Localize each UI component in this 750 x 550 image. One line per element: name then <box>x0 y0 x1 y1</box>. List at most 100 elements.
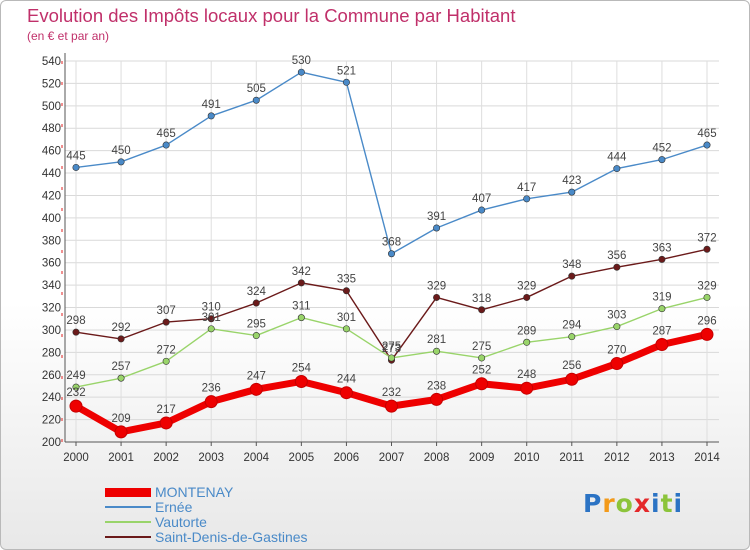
data-label: 303 <box>607 310 626 322</box>
data-point <box>72 328 80 336</box>
legend-swatch <box>105 506 151 508</box>
data-label: 249 <box>66 370 85 382</box>
legend-label: Saint-Denis-de-Gastines <box>155 529 308 545</box>
data-point <box>114 425 128 439</box>
data-point <box>658 156 666 164</box>
data-label: 391 <box>427 211 446 223</box>
data-point <box>523 338 531 346</box>
data-point <box>433 224 441 232</box>
data-label: 342 <box>292 266 311 278</box>
data-point <box>568 272 576 280</box>
y-tick-label: 520 <box>42 78 61 90</box>
data-point <box>658 255 666 263</box>
y-tick-label: 280 <box>42 347 61 359</box>
data-point <box>613 165 621 173</box>
data-label: 407 <box>472 193 491 205</box>
legend-label: Ernée <box>155 499 193 515</box>
x-tick-label: 2013 <box>649 452 675 464</box>
y-tick-label: 400 <box>42 213 61 225</box>
data-label: 244 <box>337 374 357 386</box>
x-tick-label: 2003 <box>198 452 224 464</box>
data-point <box>703 245 711 253</box>
y-tick-label: 340 <box>42 280 61 292</box>
chart-subtitle: (en € et par an) <box>27 29 110 43</box>
y-tick-label: 360 <box>42 258 61 270</box>
data-label: 238 <box>427 380 446 392</box>
data-point <box>475 377 489 391</box>
data-point <box>117 335 125 343</box>
data-point <box>478 354 486 362</box>
x-tick-label: 2010 <box>514 452 540 464</box>
data-label: 289 <box>517 325 536 337</box>
data-point <box>207 112 215 120</box>
data-label: 329 <box>517 280 536 292</box>
data-point <box>523 293 531 301</box>
x-tick-label: 2001 <box>108 452 134 464</box>
data-label: 335 <box>337 274 356 286</box>
data-point <box>117 158 125 166</box>
x-tick-label: 2012 <box>604 452 630 464</box>
legend-label: Vautorte <box>155 514 207 530</box>
data-point <box>568 188 576 196</box>
data-label: 324 <box>247 286 267 298</box>
legend-swatch <box>105 487 151 497</box>
data-point <box>613 323 621 331</box>
data-label: 307 <box>157 305 176 317</box>
data-label: 311 <box>292 301 310 313</box>
data-label: 292 <box>111 322 130 334</box>
data-label: 372 <box>697 232 716 244</box>
data-label: 281 <box>427 334 446 346</box>
data-point <box>162 141 170 149</box>
data-point <box>387 250 395 258</box>
data-label: 530 <box>292 55 311 67</box>
data-point <box>249 382 263 396</box>
data-point <box>162 357 170 365</box>
data-point <box>297 314 305 322</box>
y-tick-label: 220 <box>42 415 61 427</box>
y-tick-label: 480 <box>42 123 61 135</box>
data-label: 521 <box>337 65 356 77</box>
data-point <box>117 374 125 382</box>
data-point <box>297 68 305 76</box>
x-tick-label: 2006 <box>334 452 360 464</box>
data-label: 465 <box>157 128 176 140</box>
y-tick-label: 540 <box>42 56 61 68</box>
data-label: 301 <box>337 312 356 324</box>
y-tick-label: 240 <box>42 392 61 404</box>
data-point <box>342 78 350 86</box>
data-label: 247 <box>247 370 266 382</box>
y-tick-label: 420 <box>42 190 61 202</box>
data-point <box>72 383 80 391</box>
data-label: 272 <box>157 344 176 356</box>
series-layer <box>69 68 714 439</box>
x-tick-label: 2009 <box>469 452 495 464</box>
data-label: 275 <box>472 341 491 353</box>
data-point <box>159 416 173 430</box>
x-tick-label: 2008 <box>424 452 450 464</box>
axes: 200 220 240 260 280 300 320 340 360 380 400 420 440 4… <box>42 53 720 464</box>
data-point <box>294 374 308 388</box>
x-tick-label: 2005 <box>289 452 315 464</box>
data-label: 329 <box>427 280 446 292</box>
gridlines <box>65 60 719 443</box>
data-point <box>204 395 218 409</box>
data-point <box>252 332 260 340</box>
data-label: 256 <box>562 360 581 372</box>
data-label: 232 <box>382 387 401 399</box>
data-label: 275 <box>382 341 401 353</box>
chart-title: Evolution des Impôts locaux pour la Comm… <box>27 5 516 26</box>
y-tick-label: 500 <box>42 101 61 113</box>
data-label: 273 <box>382 343 401 355</box>
data-label: 236 <box>202 383 221 395</box>
data-point <box>433 347 441 355</box>
legend-swatch <box>105 521 151 523</box>
x-tick-label: 2004 <box>243 452 269 464</box>
data-point <box>523 195 531 203</box>
data-point <box>520 381 534 395</box>
data-label: 423 <box>562 175 581 187</box>
x-tick-label: 2007 <box>379 452 405 464</box>
data-label: 319 <box>652 292 671 304</box>
data-label: 491 <box>202 99 221 111</box>
